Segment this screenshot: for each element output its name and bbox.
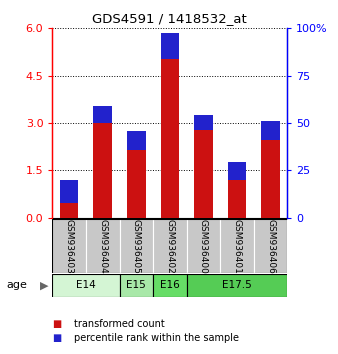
Text: GSM936403: GSM936403	[65, 218, 74, 274]
Bar	[127, 131, 146, 218]
Text: GSM936406: GSM936406	[266, 218, 275, 274]
Text: GSM936404: GSM936404	[98, 219, 107, 273]
Bar	[187, 274, 287, 297]
Bar	[228, 162, 246, 179]
Text: ■: ■	[52, 319, 62, 329]
Text: GSM936405: GSM936405	[132, 218, 141, 274]
Text: age: age	[7, 280, 28, 290]
Text: GSM936400: GSM936400	[199, 218, 208, 274]
Text: ■: ■	[52, 333, 62, 343]
Bar	[194, 115, 213, 130]
Bar	[187, 219, 220, 273]
Bar	[120, 274, 153, 297]
Bar	[94, 105, 112, 123]
Bar	[261, 121, 280, 141]
Text: GSM936402: GSM936402	[165, 219, 174, 273]
Text: transformed count: transformed count	[74, 319, 165, 329]
Bar	[153, 274, 187, 297]
Text: E14: E14	[76, 280, 96, 290]
Bar	[153, 219, 187, 273]
Bar	[220, 219, 254, 273]
Bar	[86, 219, 120, 273]
Bar	[60, 180, 78, 202]
Bar	[52, 274, 120, 297]
Bar	[161, 33, 179, 218]
Bar	[194, 115, 213, 218]
Bar	[60, 180, 78, 218]
Bar	[120, 219, 153, 273]
Text: ▶: ▶	[40, 280, 48, 290]
Bar	[127, 131, 146, 150]
Bar	[94, 105, 112, 218]
Bar	[228, 162, 246, 218]
Bar	[161, 33, 179, 59]
Text: E17.5: E17.5	[222, 280, 252, 290]
Text: GDS4591 / 1418532_at: GDS4591 / 1418532_at	[92, 12, 246, 25]
Text: percentile rank within the sample: percentile rank within the sample	[74, 333, 239, 343]
Bar	[261, 121, 280, 218]
Bar	[52, 219, 86, 273]
Text: E15: E15	[126, 280, 146, 290]
Bar	[254, 219, 287, 273]
Text: E16: E16	[160, 280, 180, 290]
Text: GSM936401: GSM936401	[233, 218, 241, 274]
